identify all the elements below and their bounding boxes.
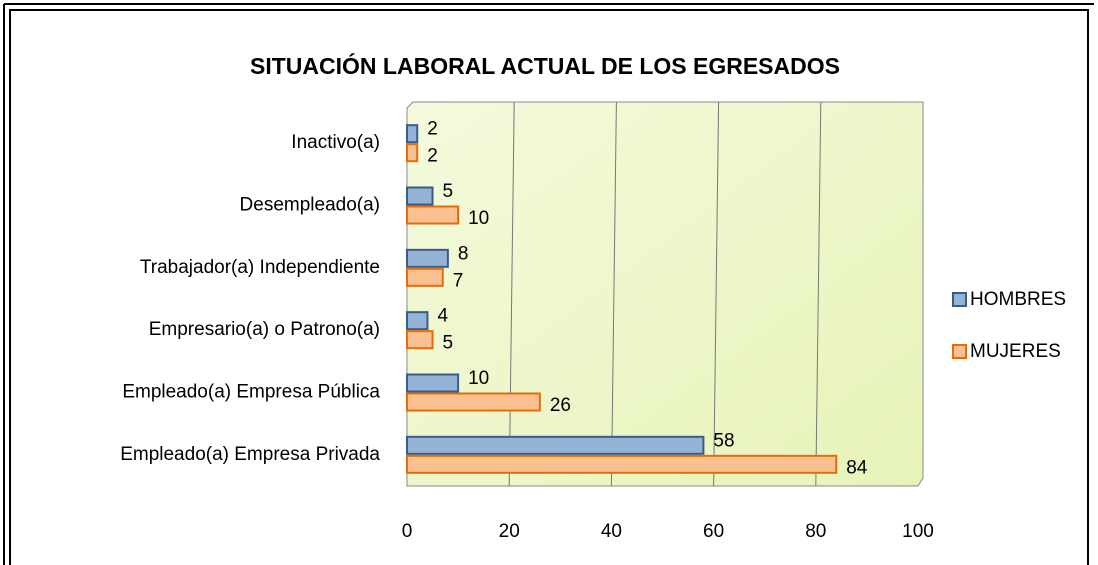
bar <box>406 435 705 455</box>
bar <box>406 392 541 412</box>
y-tick-label: Empresario(a) o Patrono(a) <box>149 319 380 340</box>
bar <box>406 330 434 350</box>
bar <box>406 248 449 268</box>
y-tick-label: Desempleado(a) <box>240 195 380 216</box>
x-tick-label: 20 <box>499 521 520 542</box>
bar <box>406 454 838 474</box>
data-label: 4 <box>437 306 448 327</box>
x-tick-label: 60 <box>703 521 724 542</box>
bar <box>406 373 460 393</box>
plot-area <box>406 101 924 487</box>
frame <box>9 9 1089 565</box>
x-tick-label: 80 <box>805 521 826 542</box>
grid-line <box>713 101 720 487</box>
x-tick-label: 0 <box>402 521 413 542</box>
y-tick-label: Empleado(a) Empresa Privada <box>120 444 380 465</box>
data-label: 7 <box>453 270 464 291</box>
data-label: 2 <box>427 146 438 167</box>
data-label: 84 <box>846 457 868 478</box>
bar <box>406 124 419 144</box>
grid-line <box>508 101 515 487</box>
bar <box>406 186 434 206</box>
legend-label: HOMBRES <box>970 289 1066 310</box>
data-label: 10 <box>468 368 489 389</box>
bar <box>406 143 419 163</box>
data-label: 8 <box>458 243 469 264</box>
legend-label: MUJERES <box>970 341 1061 362</box>
data-label: 58 <box>713 430 734 451</box>
grid-line <box>815 101 822 487</box>
x-tick-label: 100 <box>902 521 934 542</box>
y-tick-label: Inactivo(a) <box>291 132 380 153</box>
data-label: 5 <box>443 181 454 202</box>
data-label: 10 <box>468 208 489 229</box>
y-tick-label: Empleado(a) Empresa Pública <box>122 382 380 403</box>
y-tick-label: Trabajador(a) Independiente <box>140 257 380 278</box>
bar <box>406 267 444 287</box>
data-label: 5 <box>443 333 454 354</box>
bar <box>406 205 460 225</box>
legend-swatch <box>952 292 967 307</box>
x-tick-label: 40 <box>601 521 622 542</box>
chart-title: SITUACIÓN LABORAL ACTUAL DE LOS EGRESADO… <box>250 52 840 79</box>
data-label: 2 <box>427 119 438 140</box>
legend-swatch <box>952 344 967 359</box>
data-label: 26 <box>550 395 571 416</box>
bar <box>406 311 429 331</box>
grid-line <box>610 101 617 487</box>
